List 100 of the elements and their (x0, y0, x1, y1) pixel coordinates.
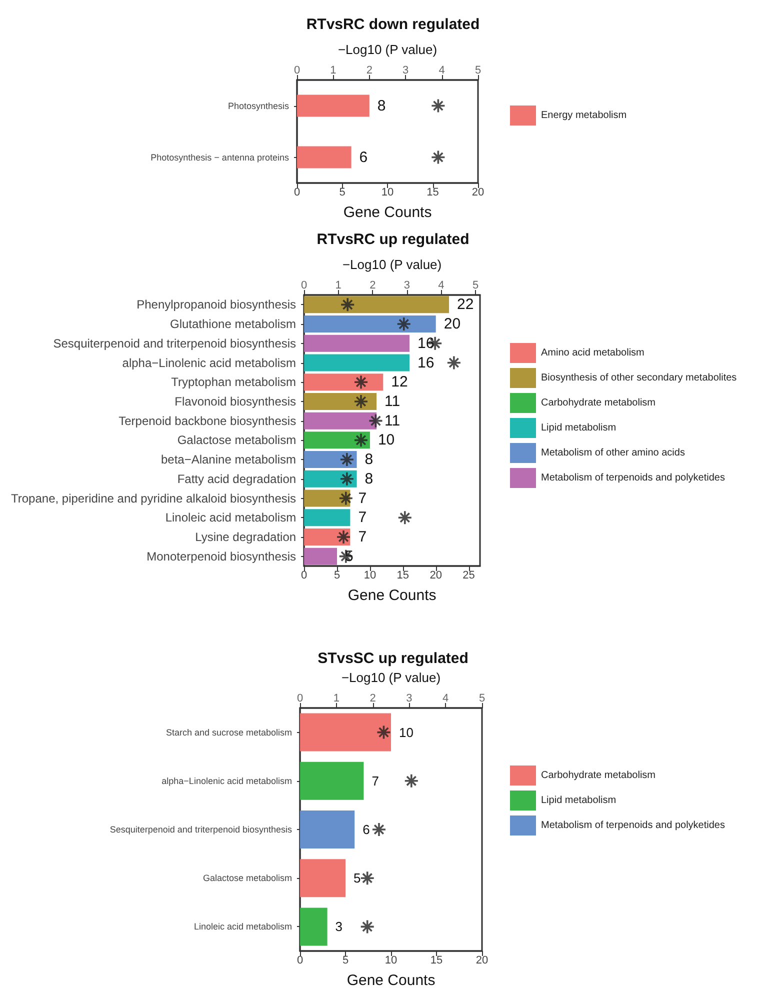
point (372, 822, 386, 837)
y-tick-label: alpha−Linolenic acid metabolism (122, 356, 296, 370)
legend-label: Carbohydrate metabolism (541, 770, 656, 781)
x2-tick-label: 4 (442, 692, 449, 704)
point (368, 413, 384, 428)
legend-label: Metabolism of other amino acids (541, 448, 685, 458)
data-label: 10 (399, 724, 414, 740)
point (354, 394, 368, 409)
y-tick-label: Fatty acid degradation (177, 472, 296, 486)
point (354, 374, 368, 390)
x-tick-label: 5 (342, 954, 349, 966)
point (360, 919, 375, 934)
bar (300, 810, 355, 848)
x-tick-label: 10 (381, 186, 394, 198)
x-tick-label: 5 (339, 186, 346, 198)
data-label: 7 (358, 509, 367, 526)
x2-tick-label: 0 (301, 280, 308, 292)
x-axis-title: Gene Counts (346, 972, 436, 989)
legend-label: Amino acid metabolism (541, 348, 644, 358)
x2-axis-title: −Log10 (P value) (341, 670, 441, 685)
bar (304, 470, 357, 488)
legend-label: Metabolism of terpenoids and polyketides (541, 820, 725, 831)
data-label: 8 (377, 97, 386, 114)
bar (304, 354, 410, 372)
x-tick-label: 5 (334, 570, 340, 582)
data-label: 20 (444, 316, 461, 333)
bar (304, 374, 384, 391)
x2-tick-label: 5 (478, 692, 486, 704)
x-tick-label: 25 (462, 570, 475, 582)
x-axis-title: Gene Counts (343, 204, 432, 221)
x-tick-label: 15 (430, 954, 443, 966)
y-tick-label: Galactose metabolism (177, 433, 296, 448)
legend-label: Metabolism of terpenoids and polyketides (541, 472, 725, 484)
y-tick-label: Photosynthesis (228, 100, 290, 111)
data-label: 6 (362, 822, 370, 837)
data-label: 10 (378, 432, 395, 449)
x2-tick-label: 2 (370, 280, 376, 292)
x-tick-label: 20 (472, 186, 484, 198)
y-tick-label: Tryptophan metabolism (171, 375, 296, 390)
point (404, 774, 419, 788)
data-label: 12 (391, 374, 408, 391)
y-tick-label: Flavonoid biosynthesis (174, 394, 296, 408)
x2-tick-label: 5 (474, 64, 482, 76)
y-tick-label: Tropane, piperidine and pyridine alkaloid biosynthesis (10, 491, 296, 506)
chart-title: STvsSC up regulated (318, 650, 468, 667)
bar (300, 713, 391, 752)
data-label: 16 (417, 354, 434, 372)
x2-tick-label: 3 (402, 64, 409, 76)
x2-tick-label: 1 (333, 692, 340, 704)
x-tick-label: 15 (396, 570, 410, 582)
point (446, 355, 462, 370)
x-axis-title: Gene Counts (348, 587, 436, 604)
y-tick-label: Linoleic acid metabolism (165, 510, 296, 525)
point (336, 530, 351, 544)
point (338, 490, 354, 506)
data-label: 11 (384, 412, 400, 430)
bar (300, 762, 364, 800)
y-tick-label: Sesquiterpenoid and triterpenoid biosynthesis (53, 336, 296, 350)
point (397, 510, 412, 526)
y-tick-label: Photosynthesis − antenna proteins (150, 152, 290, 162)
x2-tick-label: 4 (438, 64, 445, 76)
chart-title: RTvsRC down regulated (306, 16, 480, 33)
x-tick-label: 0 (296, 954, 304, 966)
data-label: 6 (359, 148, 368, 166)
legend-label: Biosynthesis of other secondary metabolites (541, 372, 737, 384)
legend-label: Carbohydrate metabolism (541, 398, 656, 408)
y-tick-label: Linoleic acid metabolism (194, 922, 292, 932)
x2-tick-label: 0 (294, 64, 300, 76)
x-tick-label: 0 (301, 570, 308, 582)
y-tick-label: beta−Alanine metabolism (160, 452, 296, 467)
point (340, 471, 354, 486)
x2-tick-label: 1 (330, 64, 336, 76)
y-tick-label: Lysine degradation (195, 530, 296, 544)
data-label: 11 (384, 392, 400, 410)
bar (304, 296, 450, 314)
bar (304, 490, 350, 507)
bar (304, 316, 436, 333)
point (360, 870, 375, 886)
y-tick-label: Terpenoid backbone biosynthesis (118, 414, 296, 428)
x2-tick-label: 4 (438, 280, 444, 292)
bar (304, 334, 410, 352)
bar (304, 412, 377, 430)
y-tick-label: Sesquiterpenoid and triterpenoid biosynthesis (110, 824, 292, 834)
x2-tick-label: 2 (370, 692, 376, 704)
bar (304, 451, 357, 468)
data-label: 8 (364, 470, 374, 488)
x2-tick-label: 1 (335, 280, 342, 292)
x-tick-label: 0 (294, 186, 300, 198)
x2-axis-title: −Log10 (P value) (342, 257, 442, 272)
point (376, 724, 392, 740)
x-tick-label: 20 (476, 954, 488, 966)
x-tick-label: 15 (426, 186, 439, 198)
point (340, 297, 356, 312)
x2-tick-label: 3 (404, 280, 410, 292)
x2-tick-label: 3 (406, 692, 412, 704)
legend-label: Lipid metabolism (541, 795, 616, 806)
y-tick-label: Glutathione metabolism (170, 317, 296, 332)
x2-tick-label: 2 (366, 64, 372, 76)
bar (300, 908, 328, 946)
data-label: 22 (457, 296, 474, 314)
